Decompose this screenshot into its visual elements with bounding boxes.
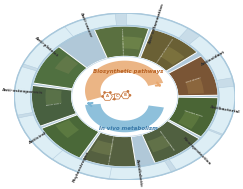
Text: B: B [124,93,127,97]
Ellipse shape [14,13,235,180]
Text: Phytoestrogen: Phytoestrogen [72,150,91,183]
Polygon shape [160,47,184,65]
Circle shape [114,98,115,100]
Text: Broussonetia papyrifera: Broussonetia papyrifera [109,136,115,164]
Text: In vivo metabolism: In vivo metabolism [99,126,158,131]
Text: Maclura tricuspidata: Maclura tricuspidata [159,130,174,150]
Text: A: A [106,94,109,98]
Polygon shape [168,56,218,96]
Polygon shape [85,61,163,101]
Circle shape [104,92,105,93]
Ellipse shape [72,57,178,136]
Text: Soroepus hakonophyllus: Soroepus hakonophyllus [121,28,123,57]
Circle shape [102,96,103,97]
Polygon shape [168,97,218,137]
Text: C: C [116,94,119,98]
Ellipse shape [30,25,219,168]
Polygon shape [23,27,73,69]
Polygon shape [178,111,200,129]
Polygon shape [33,47,87,89]
Text: Anti-platelet: Anti-platelet [34,36,59,58]
Polygon shape [94,26,149,59]
Text: Biosynthetic pathways: Biosynthetic pathways [93,69,164,74]
Polygon shape [55,120,79,138]
Polygon shape [122,37,143,50]
Text: Ficus species: Ficus species [185,77,200,83]
Polygon shape [18,115,63,159]
Polygon shape [85,104,164,132]
Polygon shape [32,85,77,126]
Ellipse shape [32,26,218,167]
Text: Antibacterial: Antibacterial [210,105,241,115]
Polygon shape [107,161,171,180]
Polygon shape [209,86,235,134]
Polygon shape [14,67,37,115]
Text: Artocarpus heterophyllus: Artocarpus heterophyllus [156,39,174,64]
Polygon shape [82,132,136,167]
Polygon shape [51,149,112,179]
Circle shape [110,92,111,93]
Polygon shape [142,121,199,163]
Circle shape [127,91,129,92]
Text: Antioxidant: Antioxidant [200,49,226,66]
Text: Anti-inflammation: Anti-inflammation [148,2,165,44]
Polygon shape [42,115,99,158]
Ellipse shape [72,57,178,136]
Polygon shape [126,13,188,38]
Text: Anti-osteoporosis: Anti-osteoporosis [2,88,43,94]
Polygon shape [185,78,204,94]
Polygon shape [91,140,114,155]
Text: Anti-cancer: Anti-cancer [79,12,93,38]
Polygon shape [55,56,78,74]
Text: Antidiabetic: Antidiabetic [135,158,143,187]
Circle shape [129,95,130,96]
Polygon shape [45,89,62,105]
Text: Cannabis sativa: Cannabis sativa [184,110,202,117]
Polygon shape [148,135,171,152]
Text: Morus alba L.: Morus alba L. [46,102,62,106]
Polygon shape [189,36,232,81]
Polygon shape [55,13,116,41]
Text: Neuroprotection: Neuroprotection [182,136,212,166]
Polygon shape [169,130,222,170]
Text: Antiviral: Antiviral [28,130,48,144]
Polygon shape [140,29,197,71]
